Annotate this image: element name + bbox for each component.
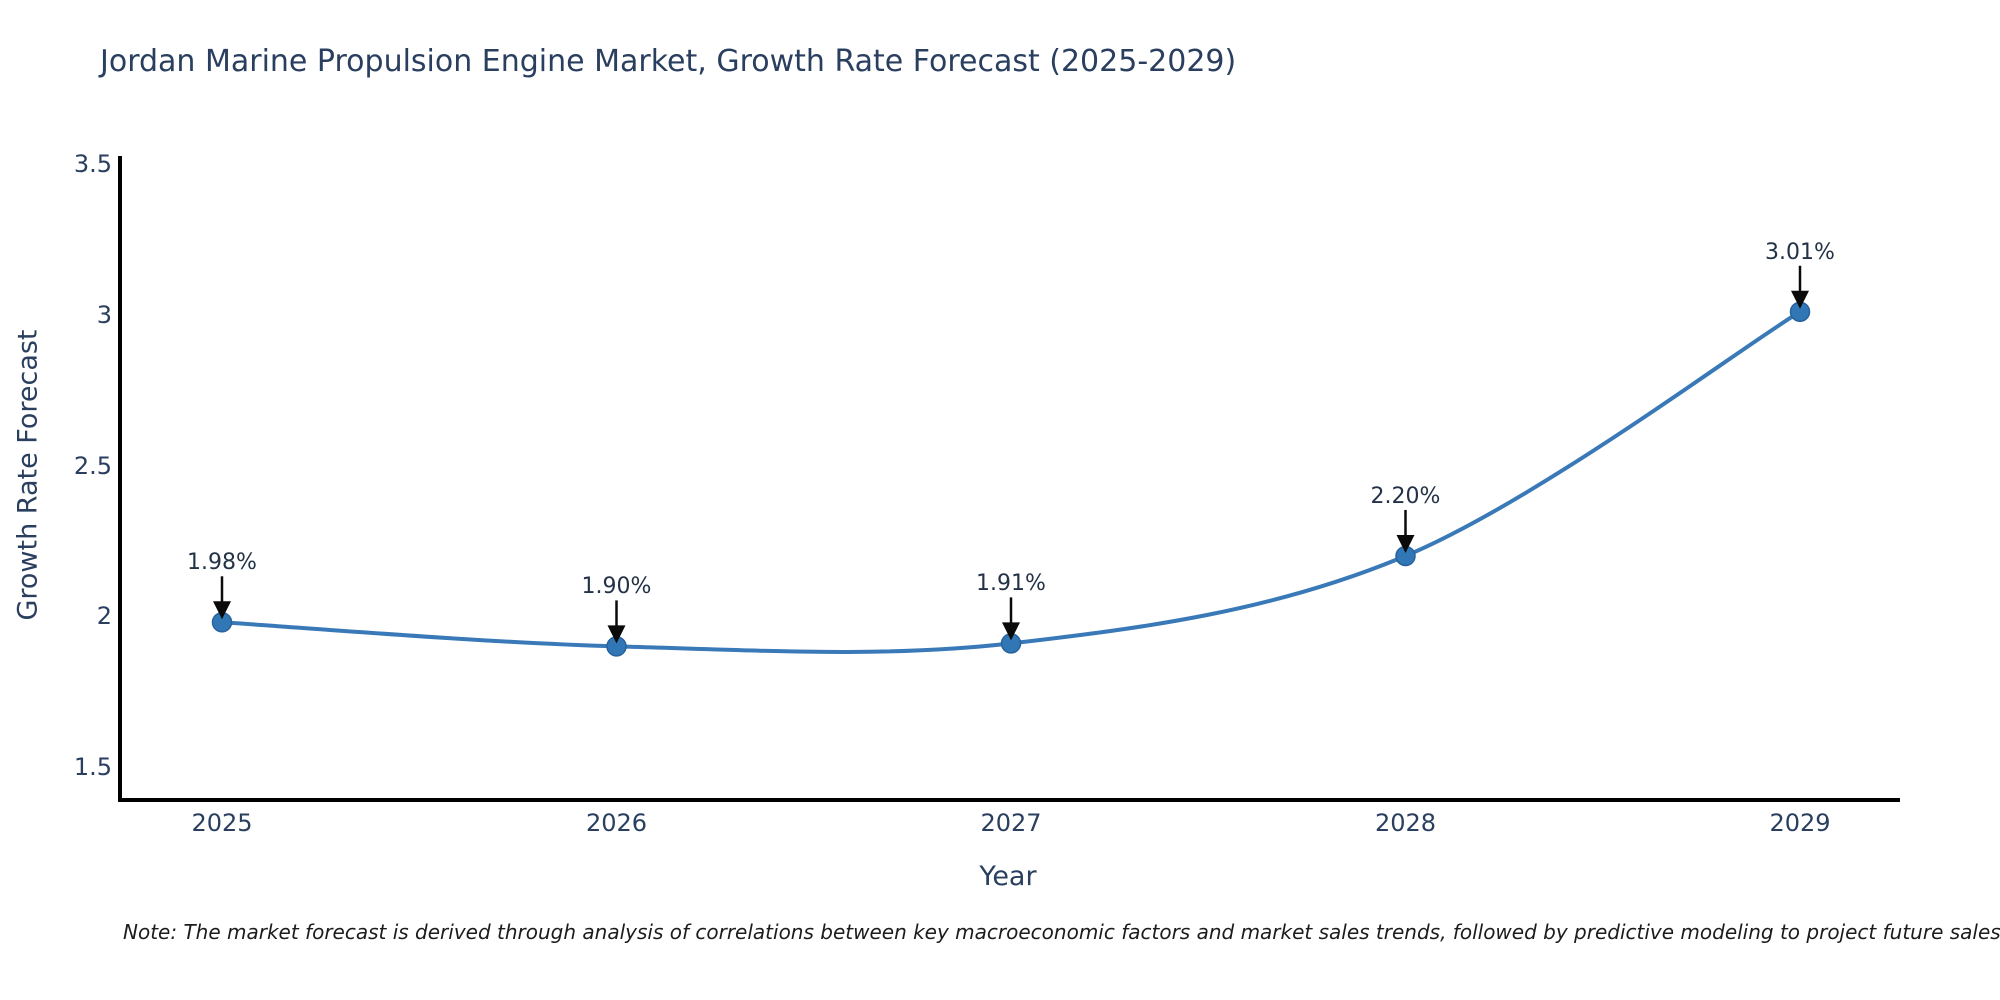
annotation-arrowhead bbox=[1396, 534, 1415, 553]
y-tick-label: 3 bbox=[96, 300, 112, 329]
x-tick-label: 2029 bbox=[1769, 809, 1831, 837]
data-point-label: 1.91% bbox=[976, 571, 1046, 597]
x-axis-title: Year bbox=[979, 861, 1037, 892]
data-point-label: 3.01% bbox=[1765, 239, 1835, 265]
y-tick-label: 1.5 bbox=[73, 753, 112, 781]
data-point-label: 2.20% bbox=[1370, 483, 1441, 509]
x-tick-label: 2027 bbox=[980, 809, 1042, 837]
y-tick-label: 3.5 bbox=[73, 150, 112, 178]
annotation-arrowhead bbox=[607, 625, 626, 644]
y-tick-label: 2 bbox=[96, 602, 112, 631]
annotation-arrowhead bbox=[1791, 290, 1809, 309]
annotation-arrowhead bbox=[1002, 622, 1020, 641]
data-point-label: 1.98% bbox=[187, 550, 257, 576]
footnote: Note: The market forecast is derived thr… bbox=[123, 920, 2000, 944]
annotation-arrowhead bbox=[213, 601, 231, 620]
chart-title: Jordan Marine Propulsion Engine Market, … bbox=[100, 44, 1237, 79]
x-tick-label: 2028 bbox=[1374, 809, 1437, 837]
x-tick-label: 2026 bbox=[585, 809, 648, 837]
data-point-label: 1.90% bbox=[581, 574, 652, 600]
y-tick-label: 2.5 bbox=[73, 451, 112, 480]
x-tick-label: 2025 bbox=[191, 809, 253, 837]
